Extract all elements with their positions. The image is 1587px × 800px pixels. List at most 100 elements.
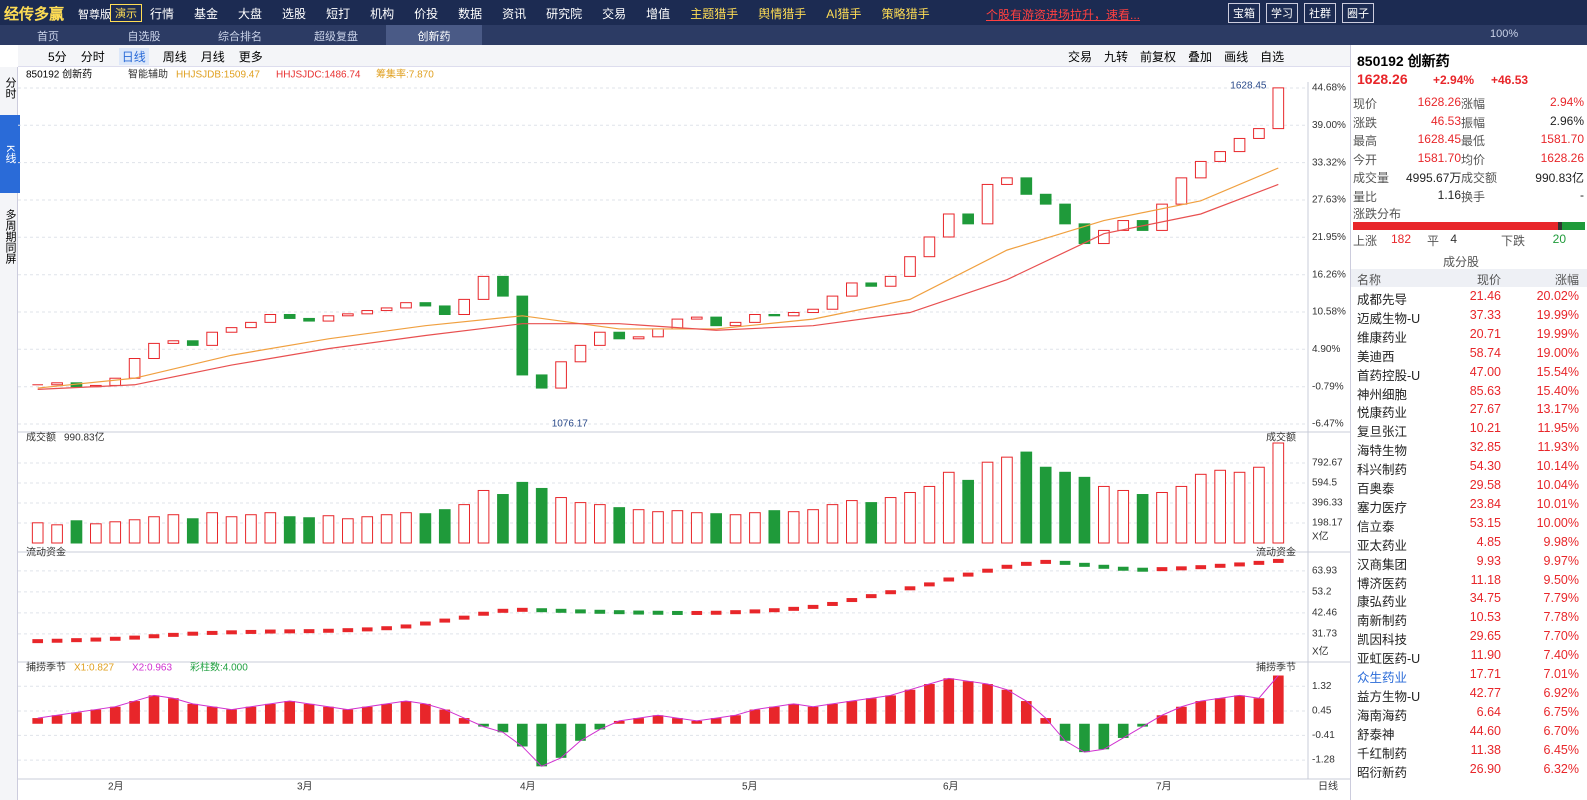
quote-cell: 1628.45 [1417, 132, 1461, 146]
constituent-cell[interactable]: 海南海药 [1357, 708, 1408, 723]
tab[interactable]: 首页 [37, 31, 59, 43]
side-tab[interactable]: K线 [0, 115, 20, 194]
flow-mark [730, 610, 741, 615]
candle [167, 340, 180, 344]
menu-item[interactable]: 交易 [602, 7, 627, 21]
period-button[interactable]: 日线 [118, 48, 149, 65]
constituent-cell[interactable]: 昭衍新药 [1357, 765, 1408, 780]
period-button[interactable]: 分时 [80, 50, 105, 64]
oscillator-bar [439, 709, 451, 724]
tab[interactable]: 自选股 [127, 31, 161, 43]
constituent-cell[interactable]: 凯因科技 [1357, 633, 1408, 648]
constituent-cell[interactable]: 益方生物-U [1357, 689, 1421, 704]
flow-mark [226, 630, 237, 635]
constituent-cell[interactable]: 塞力医疗 [1357, 500, 1408, 515]
menu-item[interactable]: 机构 [370, 7, 395, 21]
oscillator-bar [924, 684, 935, 724]
oscillator-bar [885, 695, 896, 724]
volume-bar [186, 518, 199, 544]
tab[interactable]: 综合排名 [218, 31, 262, 43]
menu-item[interactable]: 资讯 [502, 7, 527, 21]
menu-item[interactable]: 策略猎手 [881, 7, 930, 21]
constituent-cell[interactable]: 首药控股-U [1357, 368, 1421, 383]
menu-item[interactable]: 选股 [282, 7, 307, 21]
tab[interactable]: 创新药 [386, 25, 482, 45]
header-indicator: HHJSJDC:1486.74 [276, 70, 361, 81]
menu-item[interactable]: 数据 [458, 7, 483, 21]
menu-item[interactable]: 大盘 [238, 7, 263, 21]
menu-item[interactable]: AI猎手 [826, 7, 862, 21]
side-tab[interactable]: 分时 [4, 77, 16, 99]
menu-item[interactable]: 行情 [150, 7, 175, 21]
constituent-cell[interactable]: 南新制药 [1357, 614, 1408, 629]
period-button[interactable]: 更多 [238, 50, 263, 64]
tool-button[interactable]: 九转 [1104, 50, 1129, 64]
oscillator-bar [1117, 723, 1129, 738]
period-button[interactable]: 月线 [200, 50, 225, 64]
constituent-cell[interactable]: 复旦张江 [1357, 425, 1408, 440]
constituent-cell[interactable]: 维康药业 [1357, 330, 1408, 345]
distribution-value: 182 [1390, 232, 1411, 246]
period-button[interactable]: 5分 [48, 50, 67, 64]
tool-button[interactable]: 自选 [1260, 50, 1285, 64]
top-button[interactable]: 社群 [1304, 3, 1336, 23]
tool-button[interactable]: 叠加 [1188, 50, 1213, 64]
period-button[interactable]: 周线 [162, 50, 187, 64]
distribution-bar [1353, 222, 1585, 230]
constituent-cell[interactable]: 众生药业 [1357, 671, 1408, 685]
constituent-cell[interactable]: 成都先导 [1357, 293, 1408, 307]
quote-cell: 2.94% [1549, 95, 1584, 109]
constituent-cell[interactable]: 美迪西 [1357, 349, 1395, 364]
constituent-cell[interactable]: 汉商集团 [1357, 557, 1408, 572]
tool-button[interactable]: 前复权 [1140, 50, 1177, 64]
menu-item[interactable]: 基金 [194, 7, 219, 21]
constituent-cell[interactable]: 康弘药业 [1357, 595, 1408, 610]
constituent-cell[interactable]: 科兴制药 [1357, 463, 1408, 478]
candle [1175, 177, 1188, 205]
oscillator-bar [846, 701, 858, 724]
quote-cell: 均价 [1461, 152, 1486, 167]
constituent-cell[interactable]: 海特生物 [1357, 444, 1408, 459]
menu-item[interactable]: 研究院 [546, 7, 583, 21]
distribution-value: 4 [1450, 232, 1457, 246]
constituent-cell[interactable]: 舒泰神 [1357, 727, 1395, 742]
constituent-cell[interactable]: 百奥泰 [1357, 482, 1395, 496]
constituent-cell[interactable]: 信立泰 [1357, 519, 1395, 534]
candle [51, 382, 63, 386]
menu-item[interactable]: 主题猎手 [690, 7, 739, 21]
oscillator-bar [71, 712, 82, 724]
y-tick-label: 16.26% [1312, 269, 1346, 280]
menu-item[interactable]: 舆情猎手 [758, 7, 807, 21]
x-tick-label: 4月 [520, 781, 536, 793]
constituent-cell[interactable]: 亚虹医药-U [1357, 652, 1421, 667]
side-tab[interactable]: 多周期同屏 [4, 209, 16, 265]
constituent-cell[interactable]: 千红制药 [1357, 746, 1408, 761]
volume-bar [1156, 492, 1168, 544]
constituent-cell[interactable]: 博济医药 [1357, 576, 1408, 591]
top-button[interactable]: 圈子 [1342, 3, 1374, 23]
oscillator-bar [865, 698, 877, 724]
oscillator-bar [1059, 723, 1071, 741]
menu-item[interactable]: 增值 [646, 7, 671, 21]
candle [186, 340, 199, 346]
menu-item[interactable]: 短打 [326, 7, 351, 21]
tool-button[interactable]: 交易 [1068, 50, 1093, 64]
menu-item[interactable]: 价投 [414, 7, 439, 21]
tab[interactable]: 超级复盘 [314, 31, 358, 43]
constituent-cell[interactable]: 迈威生物-U [1357, 311, 1421, 326]
oscillator-bar [109, 706, 121, 724]
top-button[interactable]: 学习 [1266, 3, 1298, 23]
tool-button[interactable]: 画线 [1224, 50, 1249, 64]
constituent-cell[interactable]: 悦康药业 [1357, 406, 1408, 421]
constituent-cell[interactable]: 神州细胞 [1357, 387, 1408, 402]
constituent-cell[interactable]: 亚太药业 [1357, 538, 1408, 553]
demo-button[interactable]: 演示 [110, 4, 142, 22]
top-button[interactable]: 宝箱 [1228, 3, 1260, 23]
volume-bar [904, 492, 916, 544]
oscillator-bar [691, 720, 703, 724]
volume-bar [1039, 466, 1052, 544]
constituent-row: 首药控股-U 47.00 15.54% [1351, 365, 1587, 384]
oscillator-bar [962, 681, 974, 724]
notice[interactable]: 个股有游资进场拉升，速看... [986, 8, 1141, 22]
oscillator-bar [1020, 701, 1032, 724]
